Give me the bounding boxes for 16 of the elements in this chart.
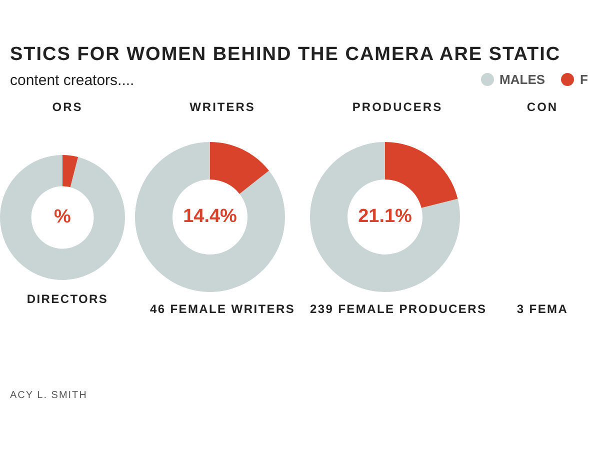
data-label: 14.4% <box>183 206 238 228</box>
data-label: 21.1% <box>358 206 412 228</box>
text: 46 FEMALE WRITERS <box>148 302 296 316</box>
text: PRODUCERS <box>351 99 444 116</box>
legend-label: F <box>579 72 588 87</box>
chart-title: STICS FOR WOMEN BEHIND THE CAMERA ARE STATIC <box>10 44 561 66</box>
legend-label: MALES <box>498 72 546 87</box>
chart-subtitle: content creators.... <box>10 72 134 89</box>
text: WRITERS <box>188 99 256 116</box>
text: CON <box>526 99 560 116</box>
text: ORS <box>51 99 84 116</box>
text: DIRECTORS <box>26 292 110 306</box>
text: 3 FEMA <box>516 302 570 316</box>
text: 239 FEMALE PRODUCERS <box>310 302 487 316</box>
data-label: % <box>54 206 72 228</box>
text: ACY L. SMITH <box>10 390 88 401</box>
